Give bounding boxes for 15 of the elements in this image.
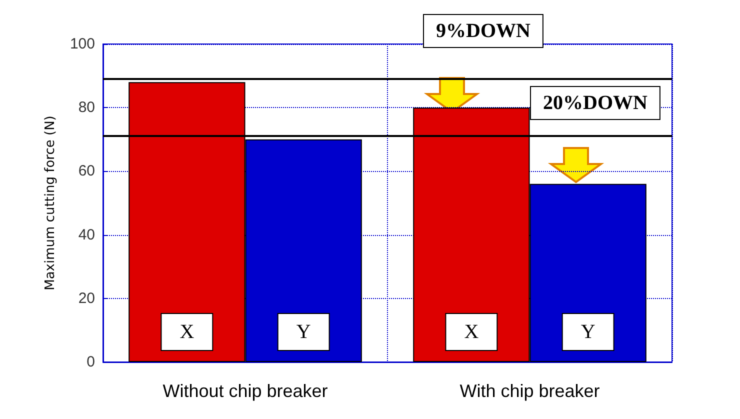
text: 9%DOWN — [436, 20, 531, 42]
text: X — [464, 321, 479, 343]
y-tick-label: 60 — [78, 162, 95, 180]
y-axis-title: Maximum cutting force (N) — [43, 116, 58, 290]
annotation: 20%DOWN — [543, 92, 648, 114]
series-label: Y — [296, 321, 311, 343]
y-tick-label: 100 — [70, 36, 95, 52]
x-tick-label: Without chip breaker — [162, 381, 328, 401]
y-tick-label: 40 — [78, 226, 95, 244]
x-tick-label: With chip breaker — [460, 381, 600, 401]
text: Y — [580, 321, 596, 343]
y-tick-label: 80 — [78, 99, 95, 116]
y-tick-label: 0 — [86, 354, 95, 370]
y-tick-label: 20 — [78, 290, 95, 307]
series-label: X — [180, 321, 195, 343]
